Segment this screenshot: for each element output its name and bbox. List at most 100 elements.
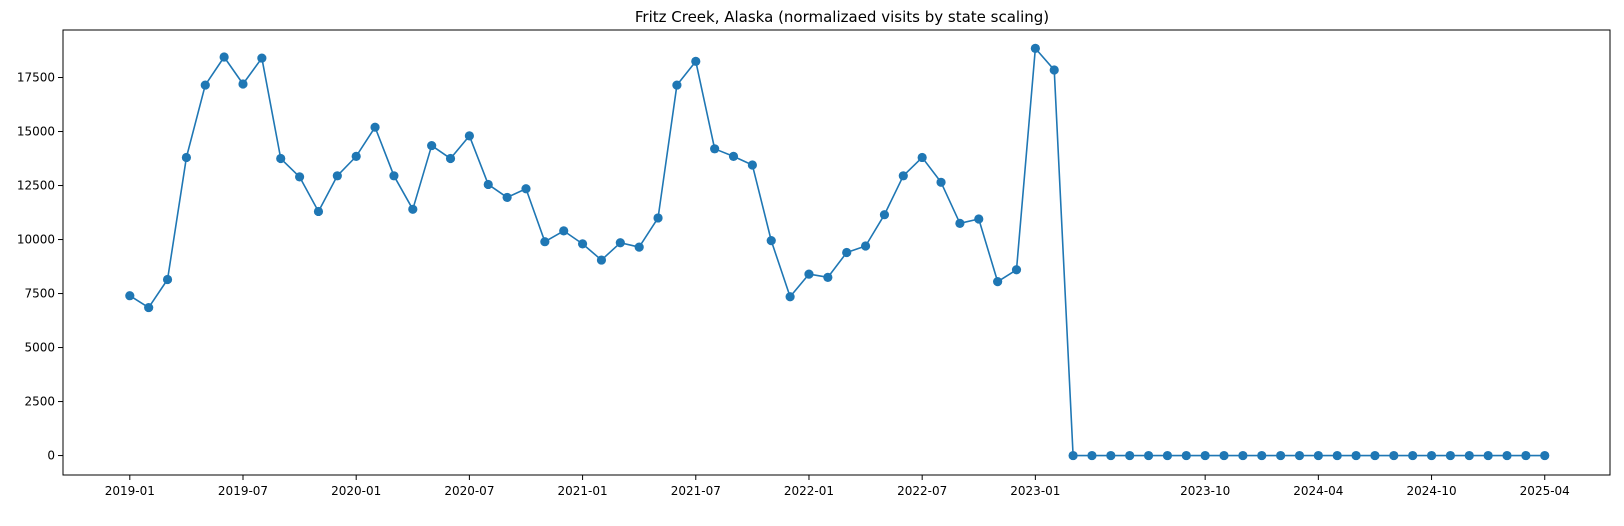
data-point: [219, 52, 229, 62]
data-point: [728, 151, 739, 161]
data-point: [238, 79, 248, 89]
data-point: [351, 151, 361, 161]
data-point: [559, 226, 569, 236]
data-point: [823, 272, 833, 282]
data-point: [181, 152, 191, 163]
data-point: [1426, 450, 1437, 461]
series-layer: [125, 43, 1550, 461]
data-point: [502, 192, 512, 203]
data-point: [804, 269, 814, 279]
data-point: [955, 218, 965, 228]
data-point: [1408, 450, 1418, 461]
data-point: [936, 177, 946, 187]
x-tick-label: 2021-07: [671, 484, 721, 498]
data-point: [1294, 450, 1305, 461]
data-point: [1332, 450, 1342, 461]
data-point: [370, 122, 380, 132]
data-point: [1087, 450, 1097, 461]
data-point: [1200, 450, 1210, 461]
data-point: [276, 153, 286, 164]
data-point: [672, 80, 682, 90]
data-point: [577, 239, 588, 249]
x-axis: 2019-01 2019-07 2020-01 2020-07 2021-01 2021-…: [105, 475, 1570, 498]
x-tick-label: 2025-04: [1520, 484, 1570, 498]
y-tick-label: 7500: [24, 287, 55, 301]
data-point: [1389, 450, 1399, 461]
y-tick-label: 10000: [17, 233, 55, 247]
data-point: [464, 131, 474, 141]
x-tick-label: 2024-04: [1293, 484, 1343, 498]
y-tick-label: 0: [47, 449, 55, 463]
x-tick-label: 2024-10: [1406, 484, 1456, 498]
data-point: [879, 210, 890, 220]
data-point: [653, 213, 663, 223]
data-point: [1313, 450, 1323, 461]
data-point: [615, 238, 625, 248]
data-point: [1502, 450, 1512, 461]
data-point: [427, 140, 437, 151]
data-point: [691, 56, 701, 66]
data-point: [144, 302, 154, 313]
y-tick-label: 17500: [17, 71, 55, 85]
y-axis: 0 2500 5000 7500 10000 12500 15000 17500: [17, 71, 63, 463]
data-point: [1276, 450, 1286, 461]
x-tick-label: 2019-01: [105, 484, 155, 498]
data-point: [993, 277, 1003, 287]
data-point: [898, 171, 908, 181]
data-point: [1370, 450, 1380, 461]
data-point: [1219, 450, 1229, 461]
data-point: [1068, 450, 1078, 461]
data-point: [295, 172, 305, 182]
data-point: [1011, 265, 1022, 275]
y-tick-label: 5000: [24, 341, 55, 355]
data-point: [785, 292, 795, 302]
data-point: [766, 236, 776, 246]
data-point: [710, 144, 720, 154]
data-point: [596, 255, 607, 265]
x-tick-label: 2020-01: [331, 484, 381, 498]
data-point: [1445, 450, 1456, 461]
data-point: [634, 242, 644, 252]
data-point: [747, 160, 757, 170]
x-tick-label: 2023-01: [1010, 484, 1060, 498]
data-point: [842, 247, 852, 258]
data-point: [200, 80, 210, 90]
y-tick-label: 12500: [17, 179, 55, 193]
data-point: [860, 241, 871, 251]
data-point: [1049, 65, 1059, 75]
chart-title: Fritz Creek, Alaska (normalizaed visits …: [635, 8, 1049, 26]
data-point: [332, 171, 342, 181]
plot-frame: [62, 29, 1611, 476]
data-point: [125, 291, 135, 301]
data-point: [917, 152, 927, 163]
data-point: [1143, 450, 1154, 461]
data-point: [408, 204, 418, 214]
data-point: [540, 237, 550, 247]
data-point: [1540, 450, 1550, 461]
data-point: [974, 214, 984, 224]
y-tick-label: 15000: [17, 125, 55, 139]
data-point: [257, 53, 267, 63]
x-tick-label: 2022-07: [897, 484, 947, 498]
data-point: [1257, 450, 1267, 461]
x-tick-label: 2022-01: [784, 484, 834, 498]
data-point: [1162, 450, 1173, 461]
series-line: [129, 47, 1545, 457]
data-point: [389, 171, 399, 181]
x-tick-label: 2019-07: [218, 484, 268, 498]
data-point: [483, 179, 493, 190]
data-point: [1181, 450, 1191, 461]
data-point: [1464, 450, 1474, 461]
data-point: [1125, 450, 1135, 461]
y-tick-label: 2500: [24, 395, 55, 409]
data-point: [521, 184, 531, 194]
data-point: [445, 153, 456, 164]
x-tick-label: 2021-01: [558, 484, 608, 498]
data-point: [1238, 450, 1248, 461]
data-point: [1030, 43, 1040, 53]
data-point: [1106, 450, 1116, 461]
data-point: [1483, 450, 1493, 461]
plot-area: [62, 29, 1611, 476]
x-tick-label: 2023-10: [1180, 484, 1230, 498]
